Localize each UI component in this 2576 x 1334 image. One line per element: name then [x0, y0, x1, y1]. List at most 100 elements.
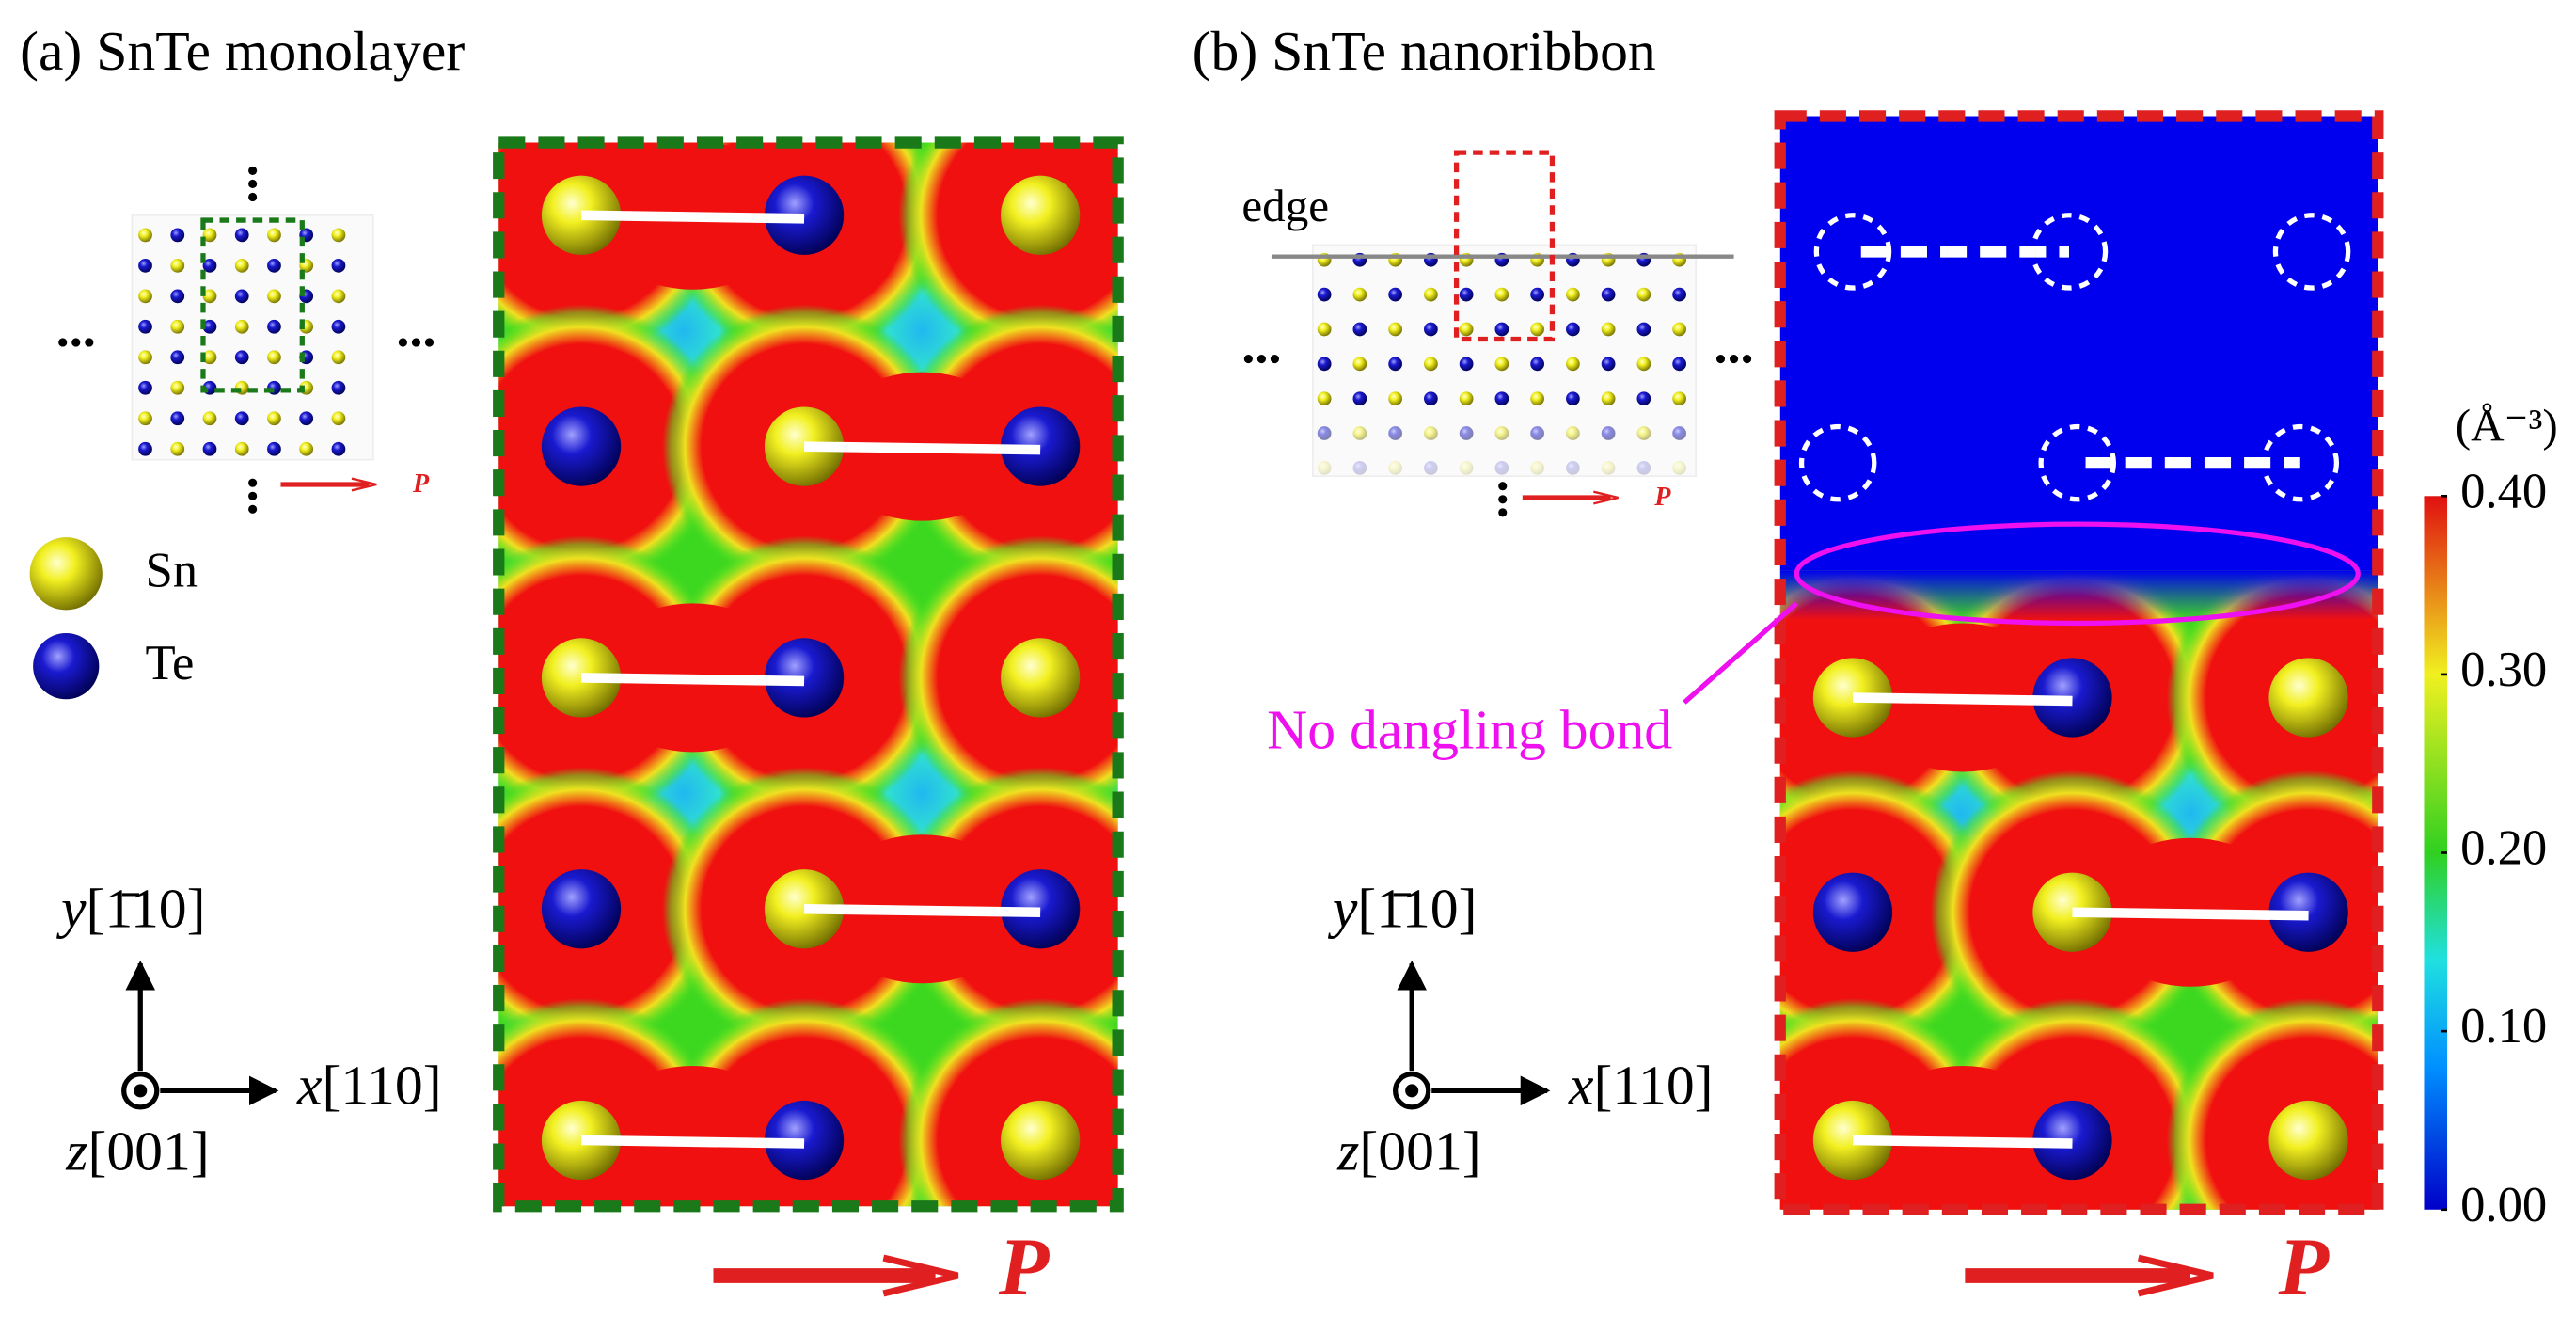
sn-atom [170, 441, 185, 456]
te-atom [170, 350, 185, 365]
sn-atom [1459, 461, 1474, 475]
inset-p: P [1653, 483, 1671, 512]
colorbar-unit: (Å⁻³) [2456, 399, 2558, 451]
te-atom [234, 228, 249, 243]
sn-atom [234, 319, 249, 334]
ellipsis-dot [248, 179, 258, 189]
bond [580, 210, 805, 224]
te-atom [1494, 461, 1509, 475]
sn-atom [1000, 1100, 1081, 1181]
ellipsis-dot [398, 338, 407, 347]
te-atom [202, 319, 217, 334]
edge-label: edge [1241, 180, 1329, 231]
legend-label: Sn [146, 544, 198, 598]
inset-p: P [412, 469, 430, 499]
sn-atom [1423, 357, 1438, 372]
ellipsis-dot [1256, 354, 1266, 364]
te-atom [1672, 287, 1686, 302]
te-atom [331, 258, 346, 273]
highlight [1794, 521, 2361, 627]
te-atom [1494, 322, 1509, 337]
low-density [1209, 945, 1348, 1104]
te-atom [1317, 287, 1332, 302]
te-atom [1317, 426, 1332, 440]
sn-atom [267, 228, 281, 243]
te-atom [331, 319, 346, 334]
p-arrow-head [2137, 1254, 2214, 1297]
sn-atom [1352, 287, 1367, 302]
bond [803, 903, 1041, 917]
vacuum-fade [1779, 570, 2378, 620]
te-atom [1388, 287, 1402, 302]
polarization: P [998, 1221, 1051, 1312]
te-atom [541, 869, 622, 949]
bond [1852, 1135, 2073, 1149]
axis-symbol: z [65, 1120, 87, 1182]
sn-atom [331, 228, 346, 243]
sn-atom [764, 406, 845, 486]
sn-atom [234, 258, 249, 273]
bond [803, 441, 1041, 455]
bond [580, 673, 805, 687]
te-atom [170, 228, 185, 243]
sn-atom [1494, 287, 1509, 302]
te-atom [202, 258, 217, 273]
sn-atom [1494, 426, 1509, 440]
sn-atom [1000, 175, 1081, 255]
te-atom [1636, 322, 1651, 337]
ellipsis-dot [248, 166, 258, 175]
ellipsis-dot [248, 478, 258, 487]
sn-atom [1672, 391, 1686, 406]
ghost-atom [1798, 423, 1877, 502]
sn-atom [1565, 426, 1580, 440]
te-atom [1530, 287, 1544, 302]
sn-atom [1812, 658, 1893, 738]
sn-atom [331, 350, 346, 365]
sn-atom [1352, 357, 1367, 372]
sn-atom [267, 289, 281, 304]
pointer [1683, 601, 1799, 705]
axis-symbol: x [296, 1054, 323, 1116]
annotation: No dangling bond [1267, 699, 1672, 761]
ellipsis-dot [248, 192, 258, 202]
colorbar-tick-label: 0.30 [2460, 643, 2547, 697]
te-atom [1423, 322, 1438, 337]
bond [580, 1135, 805, 1149]
sn-atom [299, 441, 314, 456]
polarization: P [2277, 1221, 2330, 1312]
te-atom [1352, 461, 1367, 475]
sn-atom [138, 228, 152, 243]
sn-atom [1317, 391, 1332, 406]
axis-symbol: y [56, 877, 87, 939]
te-atom [1601, 287, 1616, 302]
frame [1774, 110, 2384, 1215]
sn-atom [1672, 322, 1686, 337]
sn-atom [29, 537, 103, 611]
vacuum [1779, 116, 2378, 571]
axis-label: y[1̄10] [56, 877, 206, 939]
ghost-atom [2038, 423, 2117, 502]
sn-atom [202, 350, 217, 365]
te-atom [1423, 461, 1438, 475]
te-atom [331, 441, 346, 456]
sn-atom [1565, 357, 1580, 372]
te-atom [1565, 461, 1580, 475]
axis-symbol: y [1328, 877, 1358, 939]
ellipsis-dot [1243, 354, 1253, 364]
sn-atom [1601, 461, 1616, 475]
sn-atom [1388, 461, 1402, 475]
sn-atom [202, 411, 217, 426]
te-atom [1352, 322, 1367, 337]
sn-atom [1672, 461, 1686, 475]
axis-label: y[1̄10] [1328, 877, 1478, 939]
ghost-atom [2272, 213, 2351, 291]
sn-atom [764, 869, 845, 949]
te-atom [234, 350, 249, 365]
ellipsis-dot [1498, 508, 1508, 517]
te-atom [234, 289, 249, 304]
axis-index: [1̄10] [1357, 877, 1477, 939]
sn-atom [1352, 426, 1367, 440]
axis-index: [110] [1593, 1054, 1713, 1116]
sn-atom [234, 441, 249, 456]
